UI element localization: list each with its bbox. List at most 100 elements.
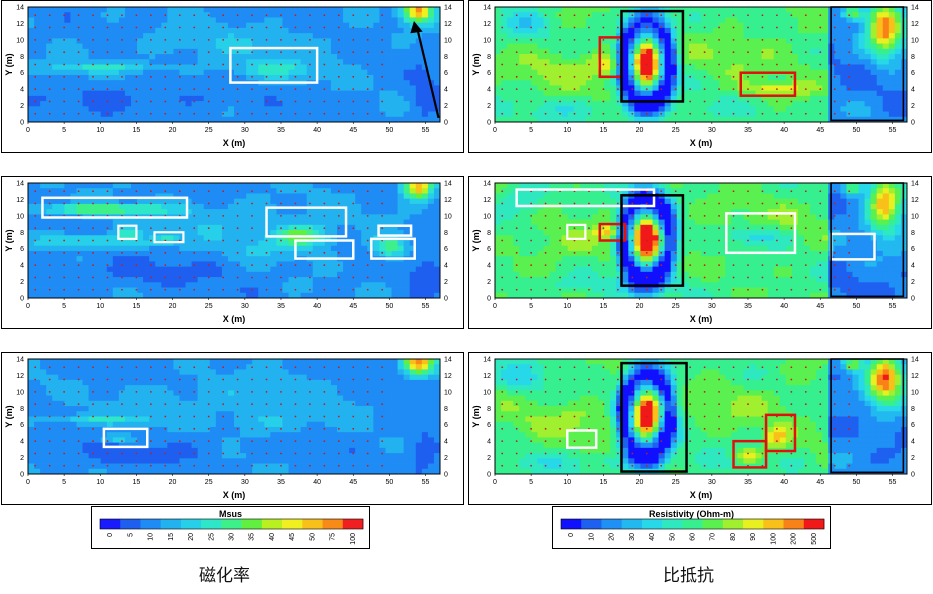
heat-cell: [361, 369, 368, 376]
heat-cell: [149, 80, 156, 86]
heat-cell: [421, 219, 429, 226]
heat-cell: [28, 406, 35, 412]
heat-cell: [112, 22, 120, 29]
heat-cell: [318, 287, 326, 294]
heat-cell: [385, 421, 392, 428]
heat-cell: [58, 12, 65, 18]
heat-cell: [197, 442, 205, 449]
heat-cell: [258, 447, 265, 454]
heat-cell: [227, 90, 235, 97]
survey-point: [34, 202, 37, 205]
heat-cell: [306, 271, 314, 278]
heat-cell: [112, 390, 120, 396]
survey-point: [308, 251, 311, 254]
heat-cell: [76, 256, 83, 262]
heat-cell: [131, 277, 138, 283]
heat-cell: [343, 12, 350, 18]
heat-cell: [131, 48, 138, 55]
heat-cell: [433, 256, 441, 262]
heat-cell: [391, 188, 398, 194]
heat-cell: [306, 250, 314, 257]
survey-point: [222, 26, 225, 29]
heat-cell: [264, 183, 271, 189]
y-tick-label-left: 8: [20, 54, 24, 61]
heat-cell: [270, 17, 277, 24]
x-tick-label: 30: [241, 303, 249, 310]
heat-cell: [427, 203, 435, 210]
heat-cell: [427, 245, 435, 252]
heat-cell: [40, 111, 47, 118]
heat-cell: [252, 27, 259, 34]
heat-cell: [421, 453, 429, 459]
heat-cell: [270, 193, 277, 200]
heat-cell: [330, 43, 338, 50]
heat-cell: [397, 266, 405, 273]
heat-cell: [209, 277, 217, 283]
heat-cell: [167, 74, 174, 81]
heat-cell: [343, 183, 350, 189]
heat-cell: [234, 22, 241, 29]
heat-cell: [161, 64, 168, 71]
heat-cell: [330, 209, 338, 215]
heat-cell: [264, 463, 271, 470]
survey-point: [121, 112, 123, 115]
heat-cell: [137, 245, 144, 252]
heat-cell: [167, 235, 174, 241]
heat-cell: [137, 203, 144, 210]
heat-cell: [264, 111, 271, 118]
heat-cell: [258, 12, 265, 18]
heat-cell: [403, 111, 411, 118]
heat-cell: [421, 395, 429, 402]
heat-cell: [373, 453, 380, 459]
heat-cell: [155, 261, 162, 268]
heat-cell: [288, 406, 295, 412]
heat-cell: [197, 447, 205, 454]
heat-cell: [373, 277, 380, 283]
heat-cell: [185, 80, 192, 86]
heat-cell: [264, 101, 271, 107]
heat-cell: [379, 193, 386, 200]
survey-point: [149, 75, 152, 78]
heat-cell: [300, 230, 308, 236]
heat-cell: [397, 22, 405, 29]
heat-cell: [415, 390, 423, 396]
heat-cell: [155, 193, 162, 200]
heat-cell: [330, 369, 338, 376]
heat-cell: [403, 463, 411, 470]
heat-cell: [131, 421, 138, 428]
heat-cell: [46, 379, 53, 386]
heat-cell: [191, 198, 199, 205]
heat-cell: [76, 406, 83, 412]
heat-cell: [94, 379, 102, 386]
heat-cell: [88, 64, 96, 71]
heat-cell: [173, 411, 180, 417]
heat-cell: [76, 277, 83, 283]
heat-cell: [179, 282, 186, 288]
heat-cell: [433, 359, 441, 365]
heat-cell: [52, 17, 59, 24]
heat-cell: [355, 230, 362, 236]
heat-cell: [112, 256, 120, 262]
y-axis-label: Y (m): [4, 229, 14, 251]
heat-cell: [258, 458, 265, 464]
heat-cell: [318, 38, 326, 44]
heat-cell: [361, 416, 368, 423]
heat-cell: [270, 116, 277, 123]
heat-cell: [379, 426, 386, 433]
heat-cell: [167, 421, 174, 428]
heat-cell: [282, 369, 289, 376]
heat-cell: [70, 400, 77, 407]
heat-cell: [131, 359, 138, 365]
heat-cell: [264, 240, 271, 247]
heat-cell: [258, 359, 265, 365]
survey-point: [63, 239, 66, 242]
heat-cell: [88, 59, 96, 65]
heat-cell: [433, 230, 441, 236]
heat-cell: [58, 188, 65, 194]
heat-cell: [155, 400, 162, 407]
heat-cell: [361, 395, 368, 402]
heat-cell: [409, 395, 417, 402]
heat-cell: [112, 411, 120, 417]
heat-cell: [137, 271, 144, 278]
survey-point: [265, 75, 268, 78]
